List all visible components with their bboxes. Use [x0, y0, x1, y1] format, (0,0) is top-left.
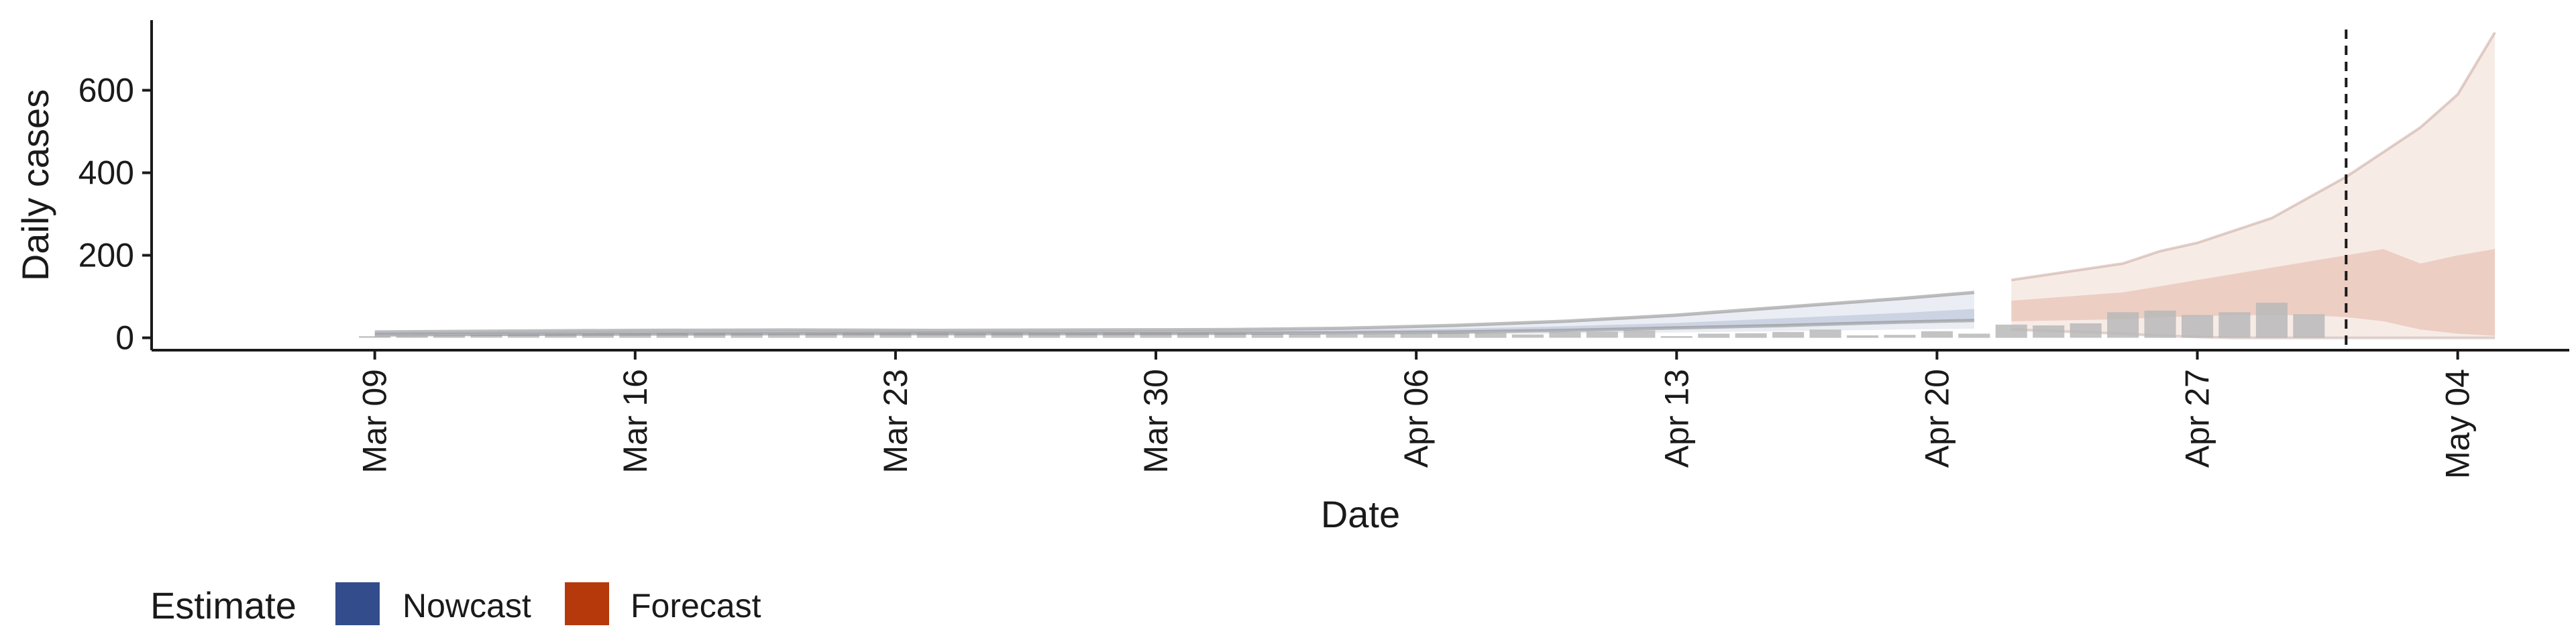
bar-2020-04-28 — [2218, 312, 2251, 338]
bar-2020-04-14 — [1698, 333, 1730, 338]
bar-2020-03-21 — [805, 333, 837, 338]
bar-2020-04-21 — [1958, 333, 1990, 338]
bar-2020-03-20 — [768, 333, 800, 338]
x-tick-label-0: Mar 09 — [356, 369, 394, 474]
bar-2020-04-17 — [1809, 329, 1841, 338]
bar-2020-04-18 — [1847, 335, 1879, 338]
bar-2020-04-29 — [2255, 303, 2288, 338]
forecast-upper-line — [2011, 32, 2496, 282]
bar-2020-03-22 — [842, 333, 874, 338]
x-tick-label-8: May 04 — [2439, 369, 2477, 479]
x-tick-label-3: Mar 30 — [1137, 369, 1175, 474]
bar-2020-04-30 — [2293, 314, 2325, 338]
bar-2020-03-24 — [916, 333, 949, 338]
bar-2020-04-16 — [1772, 331, 1805, 338]
x-tick-label-5: Apr 13 — [1658, 369, 1695, 468]
bar-2020-03-31 — [1177, 333, 1209, 338]
plot-area — [359, 30, 2496, 350]
bar-2020-04-27 — [2182, 315, 2214, 338]
legend-label-nowcast: Nowcast — [402, 587, 531, 625]
y-tick-label-1: 200 — [78, 237, 134, 274]
y-axis-title: Daily cases — [14, 89, 56, 281]
bar-2020-03-11 — [433, 335, 466, 338]
x-tick-label-2: Mar 23 — [877, 369, 914, 474]
bar-2020-04-04 — [1326, 334, 1358, 338]
legend-swatch-forecast — [565, 582, 609, 625]
x-tick-label-7: Apr 27 — [2179, 369, 2216, 468]
bar-2020-04-07 — [1438, 333, 1470, 338]
x-tick-label-4: Apr 06 — [1397, 369, 1435, 468]
bar-2020-03-27 — [1028, 333, 1061, 338]
y-tick-label-3: 600 — [78, 72, 134, 109]
bar-2020-04-15 — [1735, 333, 1767, 338]
bar-2020-04-05 — [1363, 334, 1395, 338]
x-tick-label-1: Mar 16 — [616, 369, 654, 474]
bar-2020-03-26 — [991, 333, 1023, 338]
y-tick-label-2: 400 — [78, 154, 134, 192]
bar-2020-04-24 — [2070, 323, 2102, 338]
bar-2020-03-09 — [359, 336, 391, 338]
bar-2020-04-11 — [1586, 331, 1618, 338]
bar-2020-03-28 — [1065, 333, 1097, 338]
bar-2020-03-12 — [470, 335, 502, 338]
bar-2020-04-22 — [1995, 324, 2027, 338]
bar-2020-04-03 — [1289, 334, 1321, 338]
y-tick-label-0: 0 — [115, 319, 134, 357]
bar-2020-03-23 — [879, 333, 912, 338]
bar-2020-04-19 — [1884, 335, 1916, 338]
x-axis-title: Date — [1321, 493, 1400, 535]
legend-title: Estimate — [150, 584, 297, 627]
bar-2020-04-10 — [1549, 331, 1581, 338]
x-tick-label-6: Apr 20 — [1918, 369, 1955, 468]
bar-2020-03-13 — [507, 334, 539, 338]
bar-2020-04-20 — [1921, 331, 1953, 338]
bar-2020-04-26 — [2144, 311, 2176, 338]
bar-2020-04-25 — [2107, 312, 2139, 338]
bar-2020-04-01 — [1214, 333, 1246, 338]
bar-2020-04-23 — [2033, 325, 2065, 338]
legend-swatch-nowcast — [335, 582, 380, 625]
axes — [150, 20, 2569, 352]
nowcast-outer-band — [374, 292, 1974, 337]
legend: Estimate Nowcast Forecast — [150, 582, 761, 627]
bar-2020-03-19 — [731, 333, 763, 338]
estimate-lower-line — [374, 319, 1974, 337]
ticks: Mar 09 Mar 16 Mar 23 Mar 30 Apr 06 Apr 13 Apr … — [78, 72, 2477, 479]
legend-label-forecast: Forecast — [631, 587, 761, 625]
bar-2020-03-10 — [396, 335, 428, 338]
bar-2020-04-09 — [1511, 334, 1544, 338]
estimate-upper-line — [374, 290, 1975, 334]
bar-2020-04-02 — [1251, 333, 1283, 338]
bar-2020-04-13 — [1660, 336, 1693, 338]
nowcast-inner-band — [374, 309, 1974, 335]
bar-2020-04-12 — [1623, 330, 1656, 338]
bar-2020-03-25 — [954, 333, 986, 338]
bar-2020-04-06 — [1400, 333, 1432, 338]
bar-2020-03-30 — [1140, 332, 1172, 338]
bar-2020-04-08 — [1474, 333, 1507, 338]
